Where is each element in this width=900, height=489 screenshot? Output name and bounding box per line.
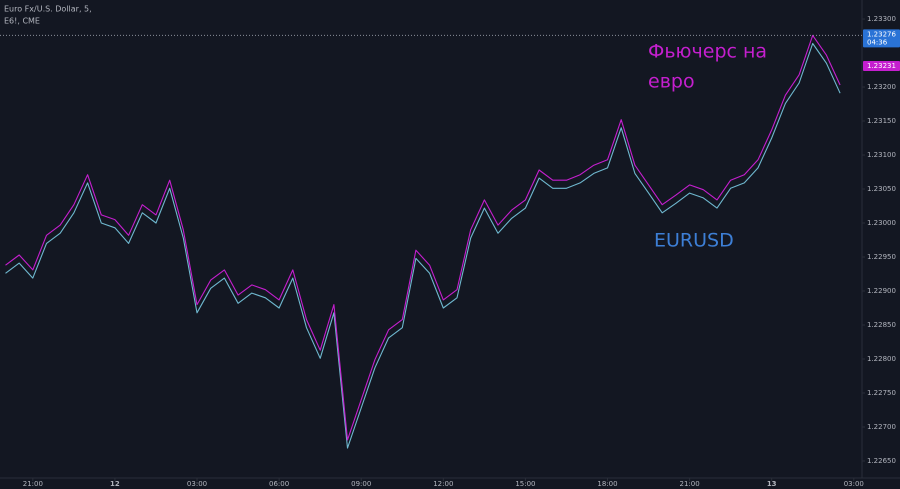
x-tick-label: 03:00 bbox=[844, 480, 864, 488]
price-line bbox=[5, 42, 841, 449]
y-tick-label: 1.22700 bbox=[867, 423, 896, 431]
x-tick-label: 03:00 bbox=[187, 480, 207, 488]
compare-price-label: 1.23231 bbox=[867, 62, 896, 70]
y-tick-label: 1.22850 bbox=[867, 321, 896, 329]
x-tick-label: 09:00 bbox=[351, 480, 371, 488]
y-tick-label: 1.23000 bbox=[867, 219, 896, 227]
x-tick-label: 13 bbox=[767, 480, 777, 488]
x-tick-label: 21:00 bbox=[23, 480, 43, 488]
y-tick-label: 1.22900 bbox=[867, 287, 896, 295]
x-tick-label: 12 bbox=[110, 480, 120, 488]
y-tick-label: 1.23100 bbox=[867, 151, 896, 159]
annotation: евро bbox=[648, 71, 695, 93]
x-tick-label: 12:00 bbox=[433, 480, 453, 488]
x-tick-label: 06:00 bbox=[269, 480, 289, 488]
chart-subtitle: E6!, CME bbox=[4, 17, 40, 26]
y-tick-label: 1.22800 bbox=[867, 355, 896, 363]
y-tick-label: 1.23200 bbox=[867, 83, 896, 91]
annotation: Фьючерс на bbox=[648, 41, 767, 63]
last-price-label: 1.23276 bbox=[867, 30, 896, 38]
y-tick-label: 1.23150 bbox=[867, 117, 896, 125]
y-tick-label: 1.23050 bbox=[867, 185, 896, 193]
annotation: EURUSD bbox=[654, 230, 734, 252]
x-tick-label: 15:00 bbox=[515, 480, 535, 488]
y-tick-label: 1.23300 bbox=[867, 15, 896, 23]
countdown: 04:36 bbox=[867, 38, 888, 46]
y-tick-label: 1.22950 bbox=[867, 253, 896, 261]
last-price-box bbox=[863, 29, 900, 48]
x-tick-label: 21:00 bbox=[680, 480, 700, 488]
y-tick-label: 1.22650 bbox=[867, 457, 896, 465]
chart-title: Euro Fx/U.S. Dollar, 5, bbox=[4, 5, 92, 14]
price-line bbox=[5, 34, 841, 441]
y-tick-label: 1.22750 bbox=[867, 389, 896, 397]
x-tick-label: 18:00 bbox=[597, 480, 617, 488]
compare-price-box bbox=[863, 60, 900, 71]
